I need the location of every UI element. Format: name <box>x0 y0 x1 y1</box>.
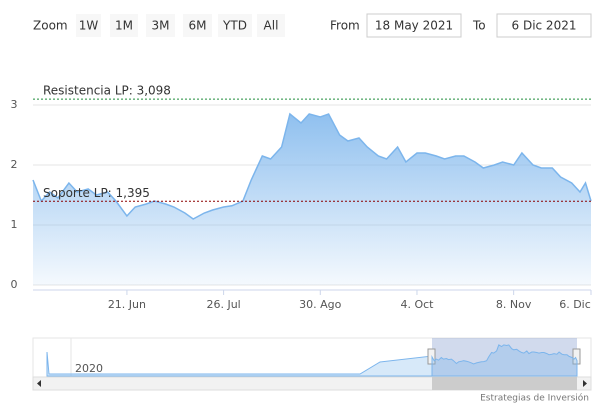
zoom-button[interactable] <box>110 14 138 37</box>
x-tick-label: 21. Jun <box>108 298 146 311</box>
zoom-button[interactable] <box>76 14 101 37</box>
y-tick-label: 3 <box>11 98 18 111</box>
y-tick-label: 2 <box>11 158 18 171</box>
navigator-selection[interactable] <box>432 338 577 377</box>
x-tick-label: 30. Ago <box>299 298 341 311</box>
credit[interactable]: Estrategias de Inversión <box>480 393 589 404</box>
zoom-button-label[interactable]: All <box>264 19 279 33</box>
from-value[interactable]: 18 May 2021 <box>375 19 453 33</box>
zoom-label: Zoom <box>33 19 68 33</box>
to-value[interactable]: 6 Dic 2021 <box>512 19 577 33</box>
x-tick-label: 4. Oct <box>400 298 434 311</box>
zoom-button[interactable] <box>183 14 212 37</box>
navigator-series <box>431 344 578 377</box>
zoom-button-label[interactable]: YTD <box>222 19 247 33</box>
zoom-button[interactable] <box>218 14 252 37</box>
plot-line-label: Soporte LP: 1,395 <box>43 186 150 200</box>
x-tick-label: 8. Nov <box>496 298 532 311</box>
x-tick-label: 6. Dic <box>559 298 591 311</box>
plot-line-label: Resistencia LP: 3,098 <box>43 84 171 98</box>
zoom-button-label[interactable]: 1W <box>79 19 99 33</box>
y-tick-label: 1 <box>11 218 18 231</box>
zoom-button[interactable] <box>257 14 285 37</box>
from-label: From <box>330 19 360 33</box>
y-tick-label: 0 <box>11 278 18 291</box>
x-tick-label: 26. Jul <box>206 298 240 311</box>
area-line <box>32 112 592 220</box>
zoom-button-label[interactable]: 3M <box>152 19 170 33</box>
scrollbar-thumb[interactable] <box>432 377 577 390</box>
from-input[interactable] <box>366 13 462 38</box>
zoom-button-label[interactable]: 6M <box>189 19 207 33</box>
area-fill <box>33 114 591 285</box>
navigator-label: 2020 <box>75 362 103 375</box>
zoom-button[interactable] <box>146 14 175 37</box>
zoom-button-label[interactable]: 1M <box>115 19 133 33</box>
to-input[interactable] <box>496 13 592 38</box>
to-label: To <box>472 19 486 33</box>
